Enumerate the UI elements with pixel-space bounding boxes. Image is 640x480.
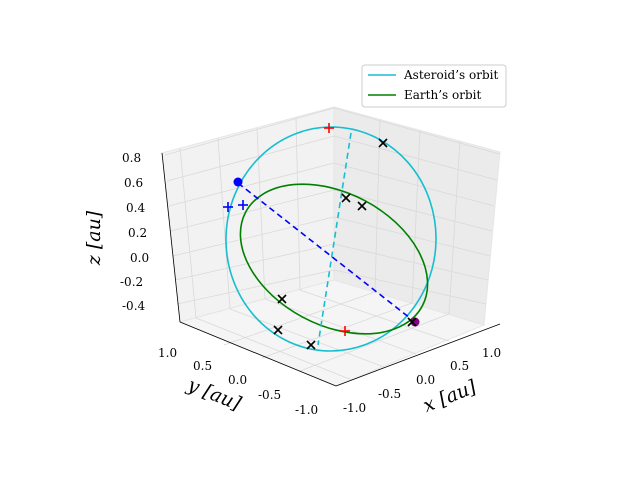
y-tick-label: 0.0	[228, 373, 247, 387]
gridline	[333, 243, 489, 281]
gridline	[333, 135, 498, 181]
gridline	[256, 127, 266, 300]
gridline	[264, 298, 417, 355]
z-tick-label: -0.4	[122, 299, 146, 313]
gridline	[299, 313, 450, 372]
markers	[223, 123, 420, 350]
gridline	[164, 107, 335, 156]
x-axis-line	[335, 323, 501, 387]
gridline	[299, 289, 450, 342]
gridline	[179, 147, 197, 319]
blue-plus-marker	[238, 200, 248, 210]
y-tick-label: 0.5	[193, 359, 212, 373]
z-tick-labels: 0.8 0.6 0.4 0.2 0.0 -0.2 -0.4	[120, 151, 149, 313]
z-axis-line	[161, 152, 181, 323]
z-tick-label: 0.4	[126, 201, 145, 215]
gridline	[333, 269, 487, 305]
earth-orbit-line	[239, 183, 429, 335]
x-tick-label: -0.5	[378, 387, 401, 401]
gridline	[448, 140, 461, 315]
gridlines	[164, 107, 500, 381]
gridline	[229, 308, 385, 368]
black-x-marker	[341, 193, 351, 203]
black-x-marker	[277, 294, 287, 304]
black-x-marker	[407, 317, 417, 327]
x-tick-label: 1.0	[482, 346, 501, 360]
dashed-lines	[237, 132, 416, 346]
gridline	[333, 107, 500, 155]
z-axis-label: z [au]	[83, 210, 105, 266]
gridline	[174, 243, 335, 281]
gridline	[223, 291, 376, 346]
blue-dot-marker	[233, 177, 243, 187]
gridline	[217, 137, 231, 310]
gridline	[168, 162, 335, 207]
gridline	[176, 269, 335, 305]
gridline	[333, 189, 493, 232]
axis-lines	[161, 152, 501, 387]
gridline	[333, 216, 491, 257]
black-x-marker	[306, 340, 316, 350]
gridline	[333, 162, 495, 207]
red-plus-marker	[324, 123, 334, 133]
black-x-marker	[273, 325, 283, 335]
x-tick-label: 0.0	[416, 373, 435, 387]
y-tick-label: 1.0	[158, 346, 177, 360]
y-axis-line	[179, 321, 337, 387]
red-plus-marker	[340, 326, 350, 336]
gridline	[295, 116, 301, 291]
nodes-line	[237, 182, 416, 323]
asteroid-orbit-line	[225, 126, 437, 352]
y-tick-label: -1.0	[295, 403, 318, 417]
purple-dot-marker	[410, 317, 420, 327]
black-x-marker	[378, 138, 388, 148]
gridline	[172, 216, 335, 257]
z-tick-label: 0.8	[122, 151, 141, 165]
z-tick-label: 0.2	[128, 226, 147, 240]
y-tick-labels: 1.0 0.5 0.0 -0.5 -1.0	[158, 346, 318, 417]
series-layer	[225, 126, 437, 352]
gridline	[411, 129, 421, 304]
y-tick-label: -0.5	[258, 388, 281, 402]
legend-asteroid-label: Asteroid’s orbit	[403, 68, 498, 82]
x-tick-labels: -1.0 -0.5 0.0 0.5 1.0	[343, 346, 501, 415]
gridline	[166, 135, 335, 182]
black-x-marker	[357, 201, 367, 211]
z-tick-label: 0.0	[130, 251, 149, 265]
gridline	[170, 189, 335, 232]
x-tick-label: -1.0	[343, 401, 366, 415]
z-tick-label: -0.2	[120, 275, 143, 289]
gridline	[374, 118, 381, 293]
blue-plus-marker	[223, 202, 233, 212]
legend-earth-label: Earth’s orbit	[404, 88, 481, 102]
legend-box	[361, 64, 507, 108]
legend: Asteroid’s orbit Earth’s orbit	[361, 64, 507, 108]
gridline	[195, 317, 353, 381]
apsides-line	[317, 132, 352, 346]
x-tick-label: 0.5	[450, 359, 469, 373]
z-tick-label: 0.6	[124, 176, 143, 190]
